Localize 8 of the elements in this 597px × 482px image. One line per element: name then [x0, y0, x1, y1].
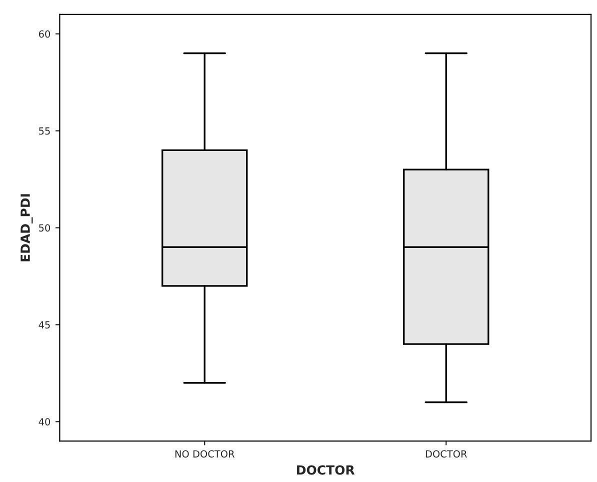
y-tick-label: 55 — [39, 127, 50, 135]
y-tick-label: 50 — [39, 224, 50, 232]
y-tick-label: 40 — [38, 418, 50, 426]
y-tick-label: 45 — [38, 321, 50, 329]
x-axis-title: DOCTOR — [297, 465, 355, 475]
x-tick-label: NO DOCTOR — [175, 450, 234, 458]
y-tick-label: 60 — [38, 30, 50, 38]
y-axis-title: EDAD_PDI — [20, 194, 33, 262]
